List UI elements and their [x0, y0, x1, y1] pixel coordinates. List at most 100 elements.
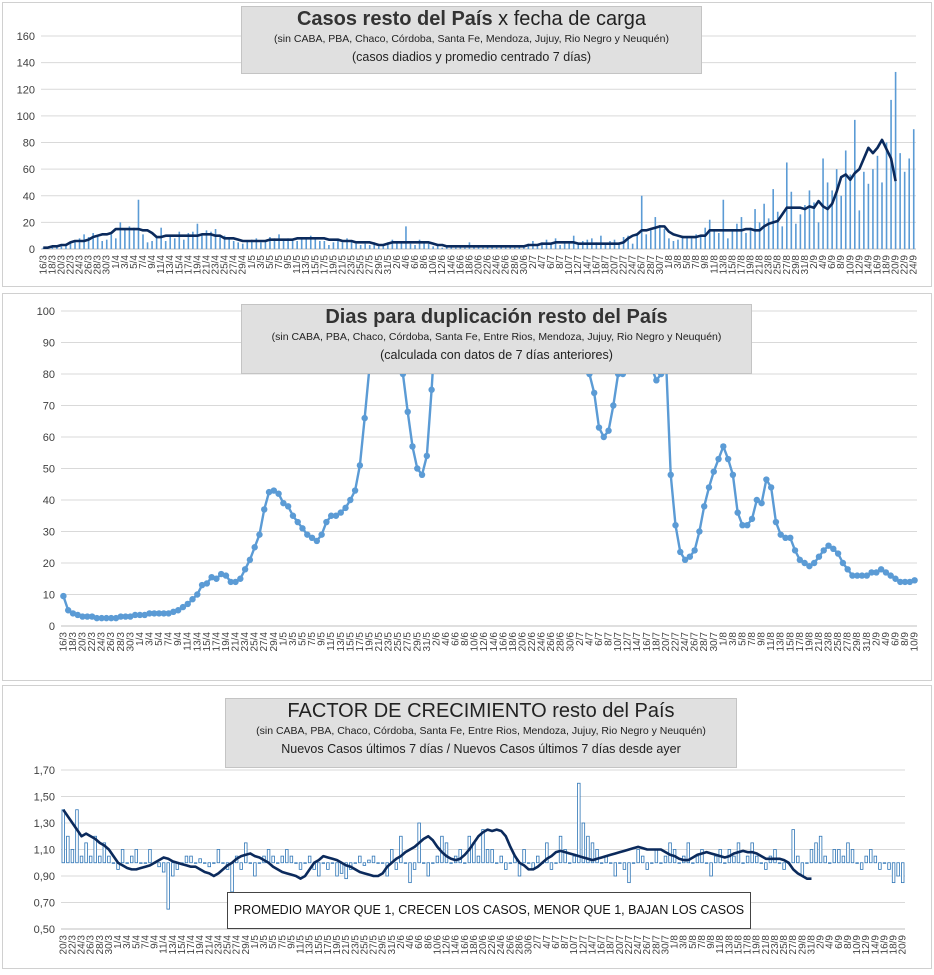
- bar: [212, 862, 216, 864]
- data-point: [174, 607, 182, 614]
- x-tick-label: 6/6: [410, 255, 421, 269]
- x-tick-label: 8/9: [836, 255, 847, 269]
- x-tick-label: 10/6: [428, 255, 439, 275]
- data-point: [203, 580, 211, 587]
- x-tick-label: 4/7: [537, 255, 548, 269]
- x-tick-label: 25/4: [250, 632, 261, 652]
- data-point: [194, 591, 201, 598]
- bar: [636, 233, 638, 249]
- bar: [686, 842, 690, 864]
- x-tick-label: 7/5: [307, 632, 318, 646]
- data-point: [404, 408, 411, 415]
- x-tick-label: 15/4: [202, 632, 213, 652]
- x-tick-label: 15/8: [727, 255, 738, 275]
- x-tick-label: 8/7: [555, 255, 566, 269]
- bar: [627, 235, 629, 249]
- data-point: [782, 534, 789, 541]
- growth-factor-chart: 0,50 0,70 0,90 1,10 1,30 1,50 1,70 20/322/324/3…: [34, 765, 909, 955]
- bar: [663, 855, 668, 864]
- x-tick-label: 10/7: [564, 255, 575, 275]
- bar: [61, 809, 65, 864]
- bar: [755, 855, 759, 864]
- bar: [273, 238, 276, 249]
- x-tick-label: 30/7: [660, 935, 671, 955]
- bar: [426, 862, 430, 877]
- bar: [840, 195, 842, 249]
- x-tick-label: 8/9: [900, 632, 911, 646]
- bar: [749, 227, 752, 249]
- x-tick-label: 18/6: [464, 255, 475, 275]
- x-tick-label: 5/8: [682, 255, 693, 269]
- x-tick-label: 27/4: [259, 632, 270, 652]
- bar: [686, 237, 688, 249]
- bar: [835, 169, 838, 249]
- bar: [210, 231, 212, 249]
- bar: [391, 239, 394, 249]
- y-tick-label: 100: [17, 111, 35, 123]
- bar: [70, 849, 75, 864]
- data-point: [672, 522, 679, 529]
- data-point: [246, 556, 254, 564]
- bar: [545, 842, 549, 864]
- bar: [795, 223, 797, 249]
- x-tick-label: 13/5: [301, 255, 312, 275]
- x-tick-label: 26/7: [690, 632, 701, 652]
- x-tick-label: 22/6: [483, 255, 494, 275]
- x-tick-label: 28/7: [646, 255, 657, 275]
- bar: [464, 247, 466, 249]
- data-point: [772, 518, 780, 526]
- bar: [609, 241, 611, 249]
- x-tick-label: 29/5: [378, 935, 389, 955]
- bar: [677, 239, 679, 249]
- x-tick-label: 26/7: [642, 935, 653, 955]
- x-tick-label: 22/3: [65, 255, 76, 275]
- bar: [513, 247, 516, 249]
- x-tick-label: 21/5: [341, 935, 352, 955]
- bar: [367, 859, 371, 864]
- bar: [166, 862, 170, 910]
- bar: [187, 233, 190, 249]
- bar: [323, 241, 326, 249]
- x-tick-label: 14/6: [489, 632, 500, 652]
- x-tick-label: 27/4: [232, 935, 243, 955]
- chart-panel-daily-cases: 0 20 40 60 80 100 120 140 160 16/3 18/3 20/3 22/3 24/…: [2, 2, 932, 287]
- x-tick-label: 2/7: [533, 935, 544, 949]
- x-tick-label: 18/7: [606, 935, 617, 955]
- data-point: [858, 572, 866, 579]
- bar: [169, 235, 172, 249]
- bar: [844, 150, 847, 249]
- x-tick-label: 1/4: [135, 632, 146, 646]
- data-point: [227, 578, 234, 586]
- x-tick-label: 14/9: [863, 255, 874, 275]
- y-tick-label: 40: [23, 191, 35, 203]
- bar: [74, 241, 76, 249]
- data-point: [600, 433, 607, 441]
- x-tick-label: 6/6: [414, 935, 425, 949]
- bar: [305, 237, 308, 249]
- bar: [42, 247, 45, 249]
- bar: [458, 849, 462, 864]
- bar: [296, 241, 298, 249]
- x-tick-label: 3/5: [288, 632, 299, 646]
- bar: [767, 218, 770, 249]
- x-tick-label: 6/7: [546, 255, 557, 269]
- bar: [244, 842, 248, 864]
- x-tick-label: 8/7: [604, 632, 615, 646]
- data-point: [681, 556, 689, 564]
- data-point: [763, 476, 770, 483]
- bar: [541, 242, 543, 249]
- bar: [568, 242, 570, 249]
- x-tick-label: 25/5: [393, 632, 404, 652]
- bar: [328, 245, 330, 249]
- x-tick-label: 24/7: [633, 935, 644, 955]
- x-tick-label: 9/4: [173, 632, 184, 646]
- bar: [791, 829, 795, 864]
- x-tick-label: 31/5: [387, 935, 398, 955]
- x-tick-label: 16/9: [872, 255, 883, 275]
- data-point: [892, 575, 899, 582]
- bar: [359, 245, 362, 249]
- data-point: [868, 569, 875, 576]
- bar: [400, 241, 403, 249]
- bar: [96, 235, 99, 249]
- data-point: [744, 522, 751, 529]
